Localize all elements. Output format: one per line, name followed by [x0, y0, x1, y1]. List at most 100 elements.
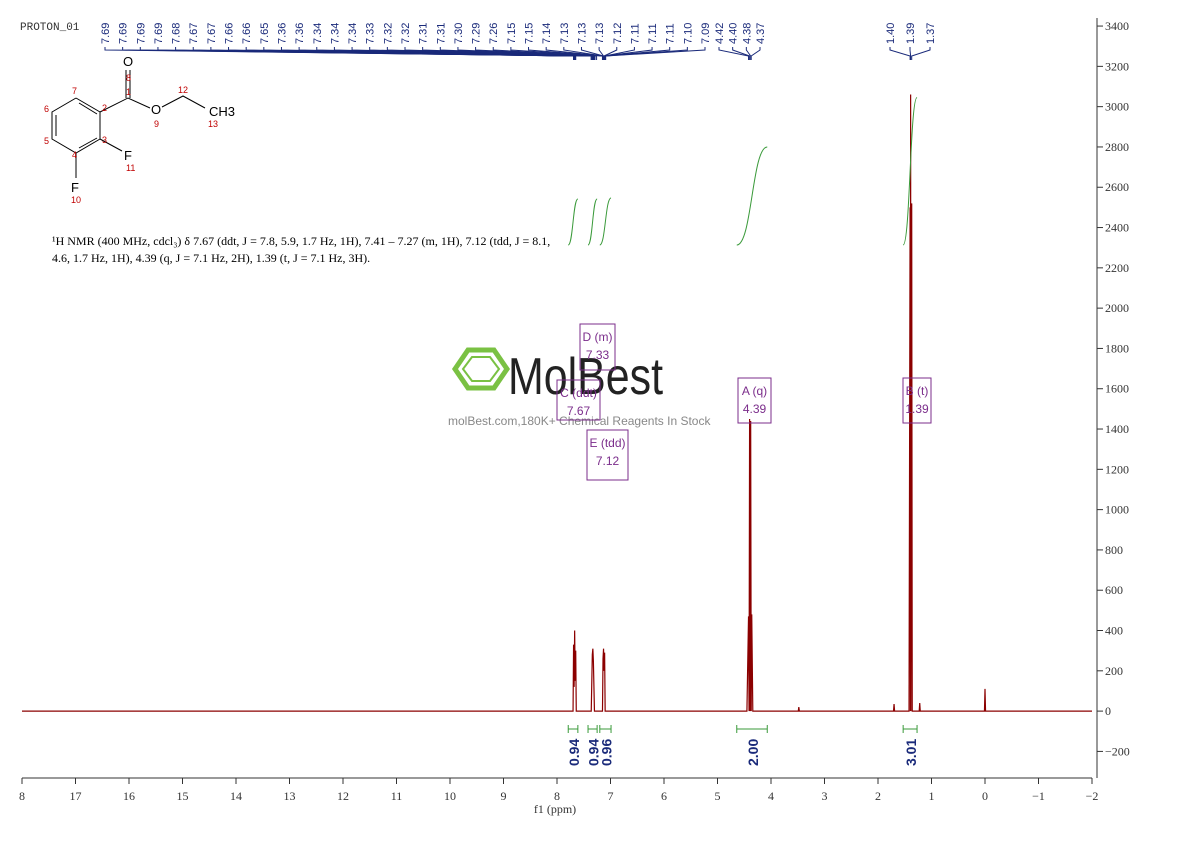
y-tick-label: 600 — [1105, 583, 1123, 597]
bond — [78, 102, 98, 115]
peak-connector — [605, 47, 706, 60]
atom-number: 13 — [208, 119, 218, 129]
y-tick-label: 2600 — [1105, 180, 1129, 194]
atom-number: 2 — [102, 103, 107, 113]
multiplet-shift: 7.33 — [586, 348, 610, 362]
peak-connector — [604, 47, 671, 60]
peak-label: 7.12 — [612, 23, 624, 44]
atom-number: 8 — [126, 73, 131, 83]
peak-label: 7.31 — [418, 23, 430, 44]
peak-label: 7.36 — [294, 23, 306, 44]
x-tick-label: 17 — [70, 789, 82, 803]
multiplet-name: E (tdd) — [589, 436, 625, 450]
y-tick-label: 1800 — [1105, 341, 1129, 355]
atom-number: 9 — [154, 119, 159, 129]
y-tick-label: 1600 — [1105, 382, 1129, 396]
integral-curve — [599, 197, 612, 246]
x-tick-label: 8 — [19, 789, 25, 803]
peak-label: 1.39 — [905, 23, 917, 44]
atom: O — [151, 102, 161, 117]
peak-connector — [492, 47, 598, 60]
bond — [99, 138, 123, 152]
y-tick-label: 2800 — [1105, 140, 1129, 154]
peak-label: 7.11 — [629, 23, 641, 44]
atom-number: 6 — [44, 104, 49, 114]
bond — [99, 97, 151, 113]
atom-number: 7 — [72, 86, 77, 96]
peak-label: 7.15 — [524, 23, 536, 44]
y-tick-label: 1400 — [1105, 422, 1129, 436]
peak-connector — [909, 47, 912, 60]
peak-connector — [889, 47, 911, 60]
y-tick-label: 0 — [1105, 704, 1111, 718]
x-tick-label: 5 — [715, 789, 721, 803]
atom-number: 10 — [71, 195, 81, 205]
peak-label: 7.67 — [188, 23, 200, 44]
x-tick-label: 6 — [661, 789, 667, 803]
multiplet-name: A (q) — [742, 384, 767, 398]
peak-connector — [718, 47, 750, 60]
x-tick-label: 16 — [123, 789, 135, 803]
watermark-brand: MolBest — [508, 348, 663, 406]
peak-connector — [528, 47, 603, 60]
x-tick-label: −1 — [1032, 789, 1045, 803]
atom-number: 11 — [126, 163, 135, 173]
ring — [51, 97, 101, 154]
integral-label: 2.00 — [745, 739, 761, 766]
x-tick-label: 12 — [337, 789, 349, 803]
integral-curve — [736, 146, 768, 246]
peak-label: 4.42 — [714, 23, 726, 44]
peak-label: 7.30 — [453, 23, 465, 44]
x-axis-label: f1 (ppm) — [534, 802, 576, 816]
integral-curve — [567, 198, 579, 246]
x-tick-label: −2 — [1086, 789, 1099, 803]
y-tick-label: 2400 — [1105, 221, 1129, 235]
peak-connector — [732, 47, 751, 60]
integral-curve — [902, 97, 918, 246]
peak-label: 7.69 — [118, 23, 130, 44]
integral-label: 0.94 — [586, 739, 602, 766]
multiplet-shift: 4.39 — [743, 402, 767, 416]
spectrum-title: PROTON_01 — [20, 22, 80, 34]
integral-label: 0.94 — [566, 739, 582, 766]
peak-label: 7.11 — [647, 23, 659, 44]
atom-number: 5 — [44, 136, 49, 146]
atom: F — [71, 180, 79, 195]
peak-label: 7.29 — [471, 23, 483, 44]
x-tick-label: 9 — [501, 789, 507, 803]
peak-label: 7.36 — [276, 23, 288, 44]
x-tick-label: 14 — [230, 789, 242, 803]
peak-label: 7.31 — [435, 23, 447, 44]
x-tick-label: 8 — [554, 789, 560, 803]
y-tick-label: −200 — [1105, 744, 1130, 758]
peak-label: 4.38 — [741, 23, 753, 44]
y-tick-label: 2200 — [1105, 261, 1129, 275]
peak-label: 7.32 — [400, 23, 412, 44]
atom-number: 4 — [72, 150, 77, 160]
y-tick-label: 3200 — [1105, 59, 1129, 73]
multiplet-shift: 1.39 — [905, 402, 929, 416]
peak-connector — [603, 47, 618, 60]
atom: F — [124, 148, 132, 163]
multiplet-box — [579, 323, 616, 371]
y-tick-label: 200 — [1105, 664, 1123, 678]
peak-label: 7.66 — [241, 23, 253, 44]
peak-label: 7.14 — [541, 23, 553, 44]
peak-label: 4.37 — [755, 23, 767, 44]
multiplet-shift: 7.12 — [596, 454, 620, 468]
peak-connector — [545, 47, 604, 60]
nmr-description: ¹H NMR (400 MHz, cdcl₃) δ 7.67 (ddt, J =… — [52, 234, 550, 248]
multiplet-box — [586, 429, 629, 481]
multiplet-shift: 7.67 — [567, 404, 591, 418]
peak-label: 7.69 — [135, 23, 147, 44]
multiplet-name: C (ddt) — [560, 386, 597, 400]
bond — [78, 137, 98, 149]
peak-label: 7.66 — [224, 23, 236, 44]
x-tick-label: 13 — [284, 789, 296, 803]
peak-label: 7.33 — [365, 23, 377, 44]
peak-label: 7.69 — [153, 23, 165, 44]
y-tick-label: 3400 — [1105, 19, 1129, 33]
x-tick-label: 7 — [608, 789, 614, 803]
integral-label: 0.96 — [598, 739, 614, 766]
watermark-logo — [451, 347, 511, 391]
